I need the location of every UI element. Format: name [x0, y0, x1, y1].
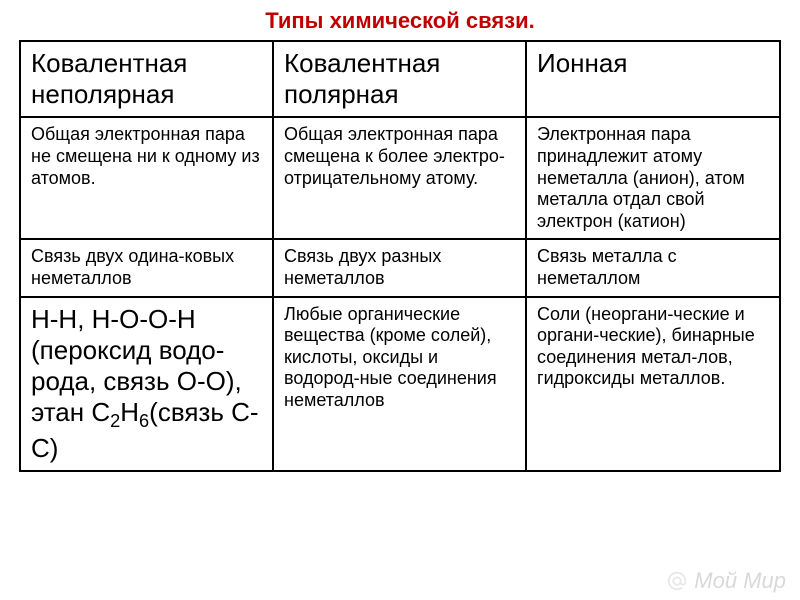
table-row: Общая электронная пара не смещена ни к о…	[20, 117, 780, 239]
watermark: Мой Мир	[666, 568, 786, 594]
page-title: Типы химической связи.	[0, 0, 800, 40]
watermark-text: Мой Мир	[694, 568, 786, 594]
col-header: Ковалентная полярная	[273, 41, 526, 117]
col-header: Ковалентная неполярная	[20, 41, 273, 117]
table-header-row: Ковалентная неполярная Ковалентная поляр…	[20, 41, 780, 117]
cell: Связь металла с неметаллом	[526, 239, 780, 296]
table-row: H-H, H-O-O-H (пероксид водо-рода, связь …	[20, 297, 780, 472]
cell-examples-nonpolar: H-H, H-O-O-H (пероксид водо-рода, связь …	[20, 297, 273, 472]
col-header: Ионная	[526, 41, 780, 117]
cell-examples-polar: Любые органические вещества (кроме солей…	[273, 297, 526, 472]
cell: Общая электронная пара смещена к более э…	[273, 117, 526, 239]
cell-examples-ionic: Соли (неоргани-ческие и органи-ческие), …	[526, 297, 780, 472]
cell: Связь двух разных неметаллов	[273, 239, 526, 296]
bond-types-table: Ковалентная неполярная Ковалентная поляр…	[19, 40, 781, 472]
table-row: Связь двух одина-ковых неметаллов Связь …	[20, 239, 780, 296]
cell: Электронная пара принадлежит атому немет…	[526, 117, 780, 239]
cell: Общая электронная пара не смещена ни к о…	[20, 117, 273, 239]
at-icon	[666, 570, 688, 592]
cell: Связь двух одина-ковых неметаллов	[20, 239, 273, 296]
